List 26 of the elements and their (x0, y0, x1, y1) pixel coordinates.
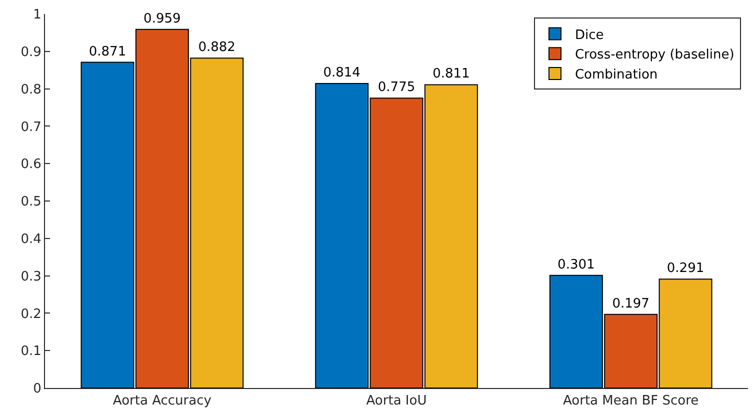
data-label: 0.301 (558, 257, 595, 272)
data-label: 0.814 (323, 66, 360, 81)
legend-label: Dice (574, 28, 604, 43)
x-tick-label: Aorta IoU (366, 394, 427, 409)
data-label: 0.871 (88, 44, 126, 60)
legend-label: Cross-entropy (baseline) (574, 48, 734, 63)
data-label: 0.775 (378, 80, 416, 96)
legend-label: Combination (574, 68, 658, 83)
y-tick-label: 0.2 (20, 306, 42, 322)
data-label: 0.882 (198, 40, 236, 56)
x-tick-label: Aorta Accuracy (112, 394, 212, 409)
y-tick-label: 0.1 (20, 344, 42, 360)
y-tick-label: 0.6 (20, 157, 42, 172)
y-tick-label: 1 (33, 8, 42, 23)
y-tick-label: 0.9 (20, 44, 42, 60)
y-tick-label: 0.3 (20, 269, 42, 284)
y-tick-label: 0.7 (20, 120, 42, 135)
data-label: 0.959 (144, 11, 181, 26)
y-tick-label: 0.5 (20, 194, 42, 210)
y-tick-label: 0.8 (20, 82, 42, 98)
data-label: 0.197 (612, 296, 650, 312)
data-label: 0.811 (432, 66, 470, 82)
x-tick-label: Aorta Mean BF Score (563, 394, 699, 409)
data-label: 0.291 (666, 261, 704, 276)
y-tick-label: 0 (33, 382, 42, 397)
y-tick-label: 0.4 (20, 232, 42, 247)
